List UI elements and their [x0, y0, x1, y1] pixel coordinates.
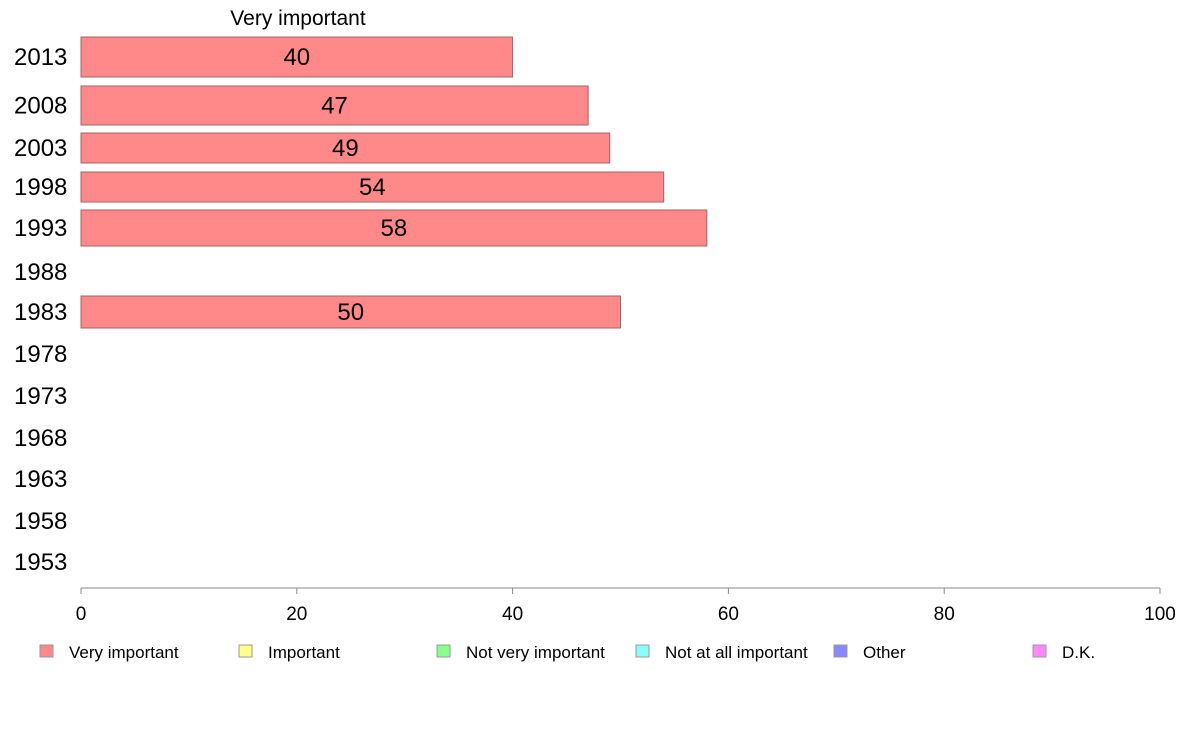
legend-swatch [39, 644, 54, 658]
year-label: 1978 [14, 341, 67, 368]
year-label: 2003 [14, 135, 67, 162]
x-tick-label: 80 [934, 604, 955, 625]
x-tick-label: 60 [718, 604, 739, 625]
bar [80, 85, 589, 126]
legend-label: D.K. [1062, 643, 1095, 662]
bar-value-label: 50 [337, 299, 364, 326]
bar-value-label: 49 [332, 135, 359, 162]
legend-swatch [833, 644, 848, 658]
bar-value-label: 54 [359, 174, 386, 201]
bar [80, 295, 621, 329]
year-label: 1973 [14, 383, 67, 410]
legend-swatch [1032, 644, 1047, 658]
x-tick-label: 100 [1144, 604, 1176, 625]
legend-swatch [635, 644, 650, 658]
x-axis: 0 20 40 60 80 100 [76, 587, 1176, 625]
legend-label: Not very important [466, 643, 605, 662]
year-label: 1983 [14, 299, 67, 326]
year-label: 2013 [14, 44, 67, 71]
legend-label: Important [268, 643, 340, 662]
year-label: 1993 [14, 215, 67, 242]
bar-value-label: 58 [381, 215, 408, 242]
year-label: 1958 [14, 508, 67, 535]
legend-label: Other [863, 643, 906, 662]
year-label: 1953 [14, 549, 67, 576]
year-label: 1988 [14, 259, 67, 286]
bar-value-label: 47 [321, 93, 348, 120]
year-labels: 2013 2008 2003 1998 1993 1988 1983 1978 1973 1968… [14, 44, 67, 576]
bar [80, 209, 708, 247]
x-tick-label: 40 [502, 604, 523, 625]
legend-label: Very important [69, 643, 179, 662]
legend-swatch [238, 644, 253, 658]
bar [80, 132, 611, 164]
year-label: 1968 [14, 425, 67, 452]
x-tick-label: 20 [286, 604, 307, 625]
bar [80, 171, 665, 203]
legend-label: Not at all important [665, 643, 808, 662]
legend: Very important Important Not very importan… [39, 643, 1095, 662]
x-tick-label: 0 [76, 604, 87, 625]
year-label: 1998 [14, 174, 67, 201]
year-label: 1963 [14, 466, 67, 493]
series-header-label: Very important [230, 7, 366, 30]
legend-swatch [436, 644, 451, 658]
bar-value-label: 40 [283, 44, 310, 71]
bar [80, 36, 514, 78]
year-label: 2008 [14, 93, 67, 120]
